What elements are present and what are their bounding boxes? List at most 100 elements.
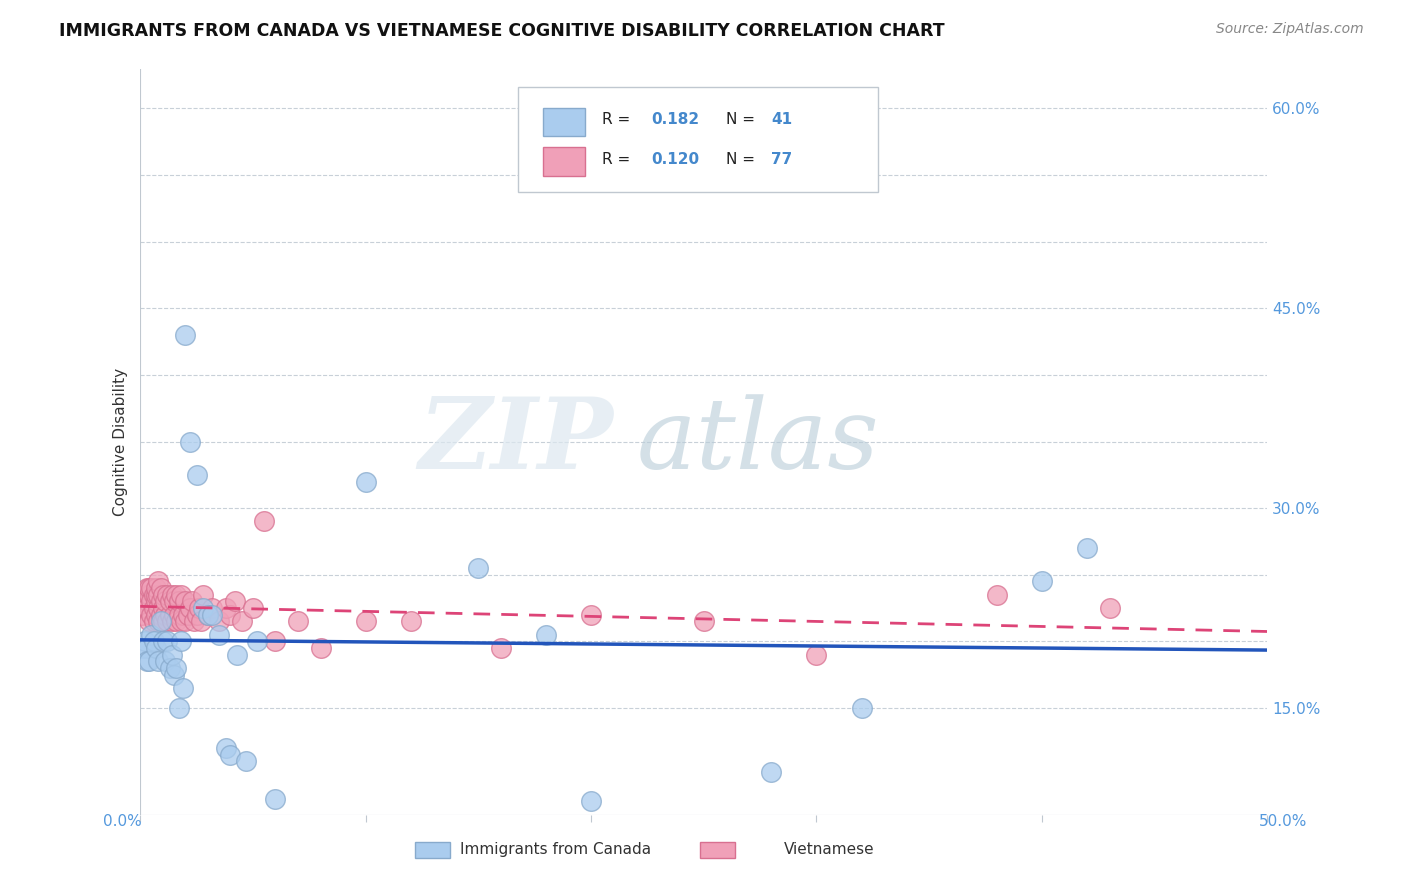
Point — [208, 628, 231, 642]
Point — [152, 588, 174, 602]
Point — [149, 615, 172, 629]
Point — [179, 601, 201, 615]
Text: ZIP: ZIP — [419, 393, 613, 490]
Point — [253, 515, 276, 529]
Point — [176, 607, 198, 622]
Point — [264, 634, 287, 648]
Point — [131, 607, 153, 622]
Text: 41: 41 — [772, 112, 793, 128]
Point — [153, 607, 176, 622]
Point — [163, 594, 186, 608]
Point — [170, 588, 193, 602]
Point — [181, 594, 204, 608]
Y-axis label: Cognitive Disability: Cognitive Disability — [114, 368, 128, 516]
Point — [1031, 574, 1053, 589]
Point — [160, 615, 183, 629]
Point — [309, 640, 332, 655]
Point — [165, 615, 187, 629]
Point — [142, 588, 165, 602]
Point — [183, 615, 205, 629]
Text: 0.0%: 0.0% — [103, 814, 142, 829]
Point — [153, 594, 176, 608]
Point — [136, 640, 159, 655]
Point — [197, 607, 219, 622]
Point — [131, 594, 153, 608]
Point — [219, 747, 242, 762]
Point — [160, 648, 183, 662]
Point — [149, 607, 172, 622]
Point — [136, 601, 159, 615]
Point — [201, 607, 224, 622]
Point — [152, 601, 174, 615]
Point — [219, 607, 242, 622]
Point — [131, 640, 153, 655]
Point — [148, 588, 170, 602]
Point — [138, 581, 160, 595]
Point — [159, 594, 181, 608]
Point — [148, 615, 170, 629]
Point — [167, 607, 190, 622]
Point — [579, 794, 602, 808]
Point — [193, 601, 215, 615]
Point — [152, 615, 174, 629]
Point — [152, 634, 174, 648]
FancyBboxPatch shape — [543, 108, 585, 136]
Point — [761, 764, 783, 779]
Point — [187, 601, 209, 615]
Point — [145, 594, 167, 608]
Text: 50.0%: 50.0% — [1260, 814, 1308, 829]
Point — [167, 701, 190, 715]
Point — [153, 654, 176, 668]
Point — [851, 701, 873, 715]
Point — [489, 640, 512, 655]
Point — [174, 615, 197, 629]
Point — [141, 594, 163, 608]
Point — [142, 634, 165, 648]
Point — [231, 615, 253, 629]
Point — [170, 634, 193, 648]
Point — [163, 607, 186, 622]
Point — [145, 607, 167, 622]
Point — [215, 741, 238, 756]
Point — [693, 615, 716, 629]
Point — [172, 681, 194, 695]
Point — [986, 588, 1008, 602]
Text: R =: R = — [602, 112, 636, 128]
Text: 77: 77 — [772, 152, 793, 167]
Text: 0.182: 0.182 — [651, 112, 699, 128]
Point — [159, 661, 181, 675]
Point — [242, 601, 264, 615]
FancyBboxPatch shape — [543, 147, 585, 176]
Point — [354, 615, 377, 629]
Point — [201, 601, 224, 615]
Point — [534, 628, 557, 642]
Point — [197, 607, 219, 622]
Point — [806, 648, 828, 662]
Point — [354, 475, 377, 489]
Point — [156, 634, 179, 648]
Text: atlas: atlas — [636, 394, 879, 489]
Point — [399, 615, 422, 629]
Point — [142, 615, 165, 629]
Point — [136, 654, 159, 668]
Point — [167, 594, 190, 608]
Point — [145, 588, 167, 602]
Point — [141, 628, 163, 642]
Text: IMMIGRANTS FROM CANADA VS VIETNAMESE COGNITIVE DISABILITY CORRELATION CHART: IMMIGRANTS FROM CANADA VS VIETNAMESE COG… — [59, 22, 945, 40]
Point — [134, 601, 156, 615]
Text: N =: N = — [727, 152, 761, 167]
Point — [160, 588, 183, 602]
Text: Source: ZipAtlas.com: Source: ZipAtlas.com — [1216, 22, 1364, 37]
Point — [138, 588, 160, 602]
Point — [190, 615, 212, 629]
Point — [136, 581, 159, 595]
Point — [172, 607, 194, 622]
Point — [163, 667, 186, 681]
Point — [246, 634, 269, 648]
Point — [156, 615, 179, 629]
Text: N =: N = — [727, 112, 761, 128]
Point — [148, 654, 170, 668]
Point — [186, 607, 208, 622]
Point — [136, 594, 159, 608]
Point — [174, 328, 197, 343]
